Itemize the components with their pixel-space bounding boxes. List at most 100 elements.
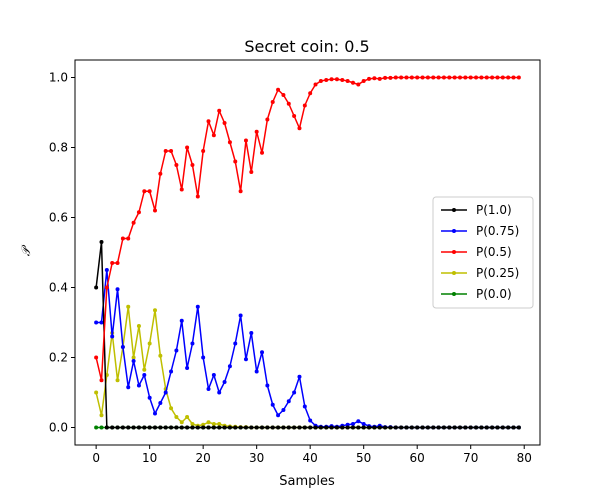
- data-point: [142, 373, 147, 377]
- legend-label: P(0.5): [476, 245, 512, 259]
- legend-label: P(0.25): [476, 266, 519, 280]
- data-point: [136, 383, 141, 388]
- data-point: [383, 425, 388, 430]
- data-point: [131, 220, 136, 225]
- data-point: [516, 425, 521, 430]
- legend-marker: [452, 229, 456, 233]
- data-point: [500, 75, 505, 80]
- data-point: [227, 425, 232, 430]
- data-point: [458, 425, 462, 430]
- data-point: [318, 425, 323, 430]
- data-point: [297, 126, 302, 131]
- data-point: [185, 366, 190, 370]
- data-point: [345, 425, 350, 430]
- y-tick-label: 1.0: [49, 71, 68, 85]
- data-point: [270, 100, 275, 104]
- data-point: [222, 121, 227, 125]
- legend: P(1.0) P(0.75) P(0.5) P(0.25) P(0.0): [432, 196, 534, 309]
- legend-marker: [452, 271, 456, 275]
- data-point: [201, 422, 206, 427]
- data-point: [195, 304, 200, 309]
- data-point: [441, 75, 446, 80]
- data-point: [174, 163, 179, 167]
- data-point: [511, 425, 516, 430]
- x-tick-label: 10: [142, 451, 157, 465]
- data-point: [393, 425, 398, 430]
- data-point: [249, 331, 254, 335]
- data-point: [190, 425, 195, 430]
- data-point: [190, 422, 195, 426]
- data-point: [195, 194, 200, 199]
- data-point: [350, 422, 355, 426]
- legend-label: P(0.75): [476, 224, 519, 238]
- data-point: [431, 75, 436, 80]
- series-layer: [94, 75, 521, 430]
- data-point: [243, 138, 248, 143]
- data-point: [377, 76, 382, 81]
- data-point: [452, 75, 457, 80]
- data-point: [142, 189, 147, 194]
- data-point: [169, 425, 174, 430]
- data-point: [399, 425, 404, 430]
- data-point: [415, 75, 420, 80]
- x-axis-label: Samples: [279, 474, 335, 489]
- data-point: [484, 425, 489, 430]
- legend-marker: [452, 292, 456, 296]
- data-point: [99, 320, 104, 325]
- data-point: [169, 406, 174, 411]
- y-tick-label: 0.8: [49, 141, 68, 155]
- data-point: [308, 418, 313, 423]
- data-point: [404, 75, 409, 80]
- data-point: [206, 420, 211, 425]
- data-point: [297, 425, 302, 430]
- data-point: [458, 75, 462, 80]
- data-point: [292, 390, 297, 395]
- data-point: [270, 402, 275, 407]
- data-point: [185, 415, 190, 419]
- data-point: [153, 411, 157, 416]
- data-point: [361, 79, 366, 83]
- data-point: [115, 425, 120, 430]
- data-point: [94, 425, 99, 430]
- data-point: [302, 103, 307, 108]
- data-point: [463, 425, 468, 430]
- data-point: [158, 425, 163, 430]
- data-point: [479, 425, 484, 430]
- data-point: [136, 324, 141, 328]
- x-axis: 0 10 20 30 40 50 60 70 80: [92, 445, 532, 465]
- data-point: [131, 359, 136, 363]
- data-point: [163, 425, 168, 430]
- data-point: [94, 390, 99, 395]
- data-point: [249, 170, 254, 174]
- data-point: [147, 189, 152, 194]
- data-point: [153, 308, 157, 313]
- data-point: [158, 353, 163, 358]
- data-point: [276, 413, 281, 418]
- data-point: [276, 425, 281, 430]
- data-point: [372, 76, 377, 81]
- data-point: [94, 355, 99, 360]
- data-point: [104, 268, 109, 272]
- data-point: [286, 399, 291, 404]
- data-point: [179, 420, 184, 425]
- data-point: [115, 378, 120, 383]
- data-point: [425, 75, 430, 80]
- data-point: [260, 425, 265, 430]
- y-tick-label: 0.2: [49, 351, 68, 365]
- data-point: [308, 425, 313, 430]
- data-point: [131, 355, 136, 360]
- x-tick-label: 0: [92, 451, 100, 465]
- data-point: [99, 378, 104, 383]
- data-point: [495, 425, 500, 430]
- data-point: [227, 364, 232, 369]
- data-point: [163, 149, 168, 153]
- data-point: [479, 75, 484, 80]
- data-point: [104, 285, 109, 290]
- data-point: [393, 75, 398, 80]
- data-point: [350, 80, 355, 85]
- data-point: [452, 425, 457, 430]
- data-point: [115, 287, 120, 292]
- data-point: [260, 150, 265, 155]
- data-point: [217, 425, 222, 430]
